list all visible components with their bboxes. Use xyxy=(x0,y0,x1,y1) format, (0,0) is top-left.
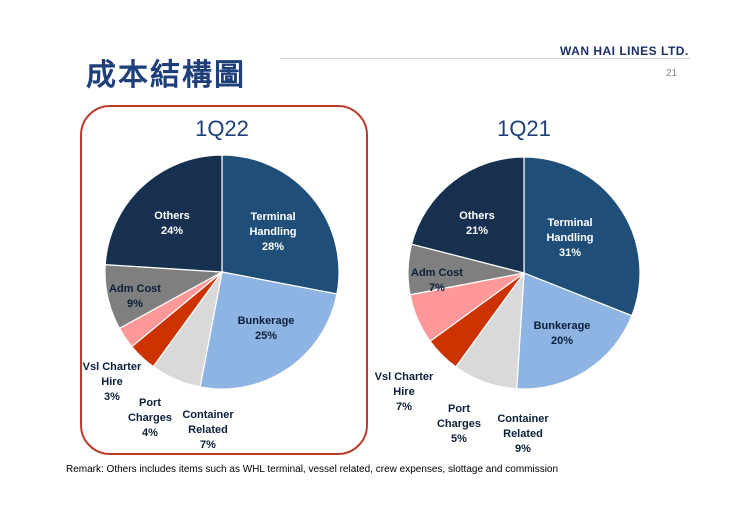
slice-label-1q21-terminal-handling: Terminal Handling 31% xyxy=(546,217,593,259)
slice-label-1q22-terminal-handling: Terminal Handling 28% xyxy=(249,211,296,253)
slice-label-1q22-vsl-charter-hire: Vsl Charter Hire 3% xyxy=(83,361,142,403)
header-divider xyxy=(280,58,690,59)
pie-slice-1q21-terminal-handling xyxy=(523,156,641,317)
pie-slice-1q22-terminal-handling xyxy=(221,154,340,295)
slice-label-1q21-container-related: Container Related 9% xyxy=(497,413,549,455)
highlight-frame-1q22 xyxy=(80,105,368,455)
slice-label-1q22-others: Others 24% xyxy=(154,210,189,237)
pie-slice-1q21-others xyxy=(410,156,525,274)
slice-label-1q21-bunkerage: Bunkerage 20% xyxy=(534,320,591,347)
slice-label-1q21-vsl-charter-hire: Vsl Charter Hire 7% xyxy=(375,371,434,413)
brand-logo: WAN HAI LINES LTD. xyxy=(560,44,689,58)
slice-label-1q21-adm-cost: Adm Cost 7% xyxy=(411,267,463,294)
slice-label-1q22-port-charges: Port Charges 4% xyxy=(128,397,172,439)
pie-slice-1q22-others xyxy=(104,154,223,273)
chart-title-1q22: 1Q22 xyxy=(195,116,249,141)
page-number: 21 xyxy=(666,68,678,79)
slice-label-1q22-bunkerage: Bunkerage 25% xyxy=(238,315,295,342)
slice-label-1q22-container-related: Container Related 7% xyxy=(182,409,234,451)
slice-label-1q21-others: Others 21% xyxy=(459,210,494,237)
pie-slice-1q22-bunkerage xyxy=(199,271,338,390)
chart-title-1q21: 1Q21 xyxy=(497,116,551,141)
pie-slice-1q21-bunkerage xyxy=(516,272,633,390)
remark-text: Remark: Others includes items such as WH… xyxy=(66,464,559,475)
slice-label-1q21-port-charges: Port Charges 5% xyxy=(437,403,481,445)
page-title: 成本結構圖 xyxy=(86,58,246,93)
slice-label-1q22-adm-cost: Adm Cost 9% xyxy=(109,283,161,310)
